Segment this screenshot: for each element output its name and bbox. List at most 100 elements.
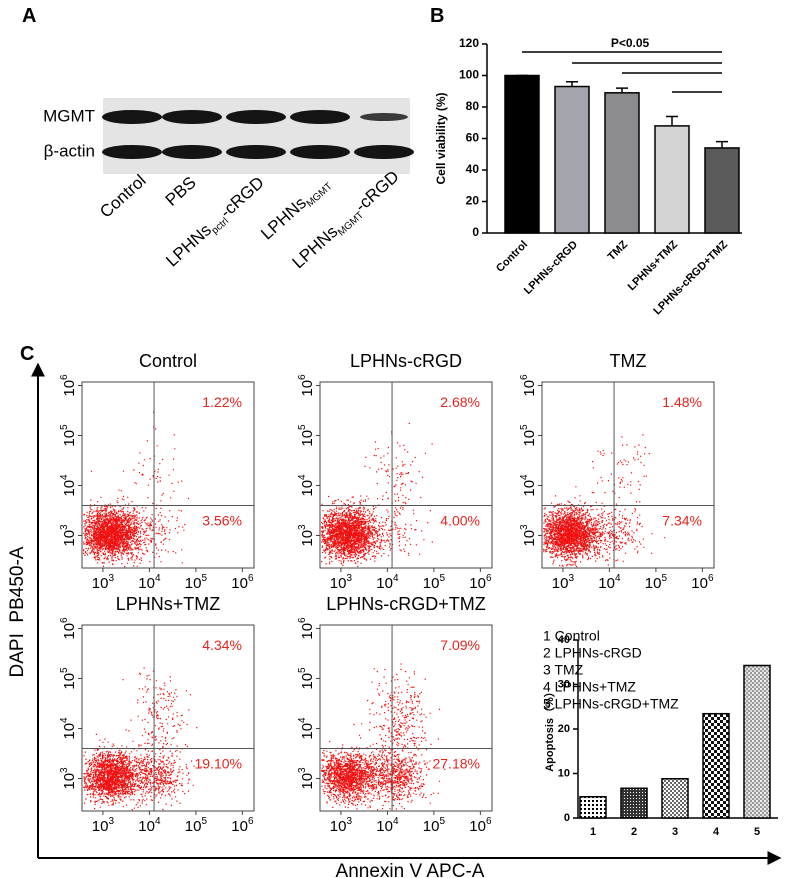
x-tick-label: 2 [631,826,637,838]
tick-base: 10 [299,773,316,790]
plot-frame [81,381,255,569]
x-tick-label: LPHNs-cRGD [522,239,580,297]
x-tick-label: 104 [376,573,399,592]
tick-exponent: 4 [59,474,70,480]
tick-exponent: 4 [59,717,70,723]
tick-exponent: 4 [155,816,161,827]
x-tick-label: 105 [185,573,208,592]
tick-base: 10 [521,530,538,547]
y-tick-label: 103 [297,524,316,547]
x-tick-label: 3 [672,826,678,838]
y-tick-label: 30 [558,678,570,690]
blot-band [290,110,350,124]
x-tick-label: 104 [138,573,161,592]
plot-title: LPHNs-cRGD [350,351,462,371]
flow-x-label: Annexin V APC-A [336,861,485,878]
tick-base: 10 [299,430,316,447]
tick-base: 10 [61,623,78,640]
tick-base: 10 [552,575,569,592]
tick-exponent: 6 [59,374,70,380]
tick-base: 10 [598,575,615,592]
y-tick-label: 20 [558,723,570,735]
tick-exponent: 6 [59,617,70,623]
bar [661,778,689,819]
tick-base: 10 [521,380,538,397]
x-tick-label: 104 [138,816,161,835]
bar [702,712,730,819]
blot-band [162,110,222,124]
x-tick-label: 103 [330,573,353,592]
x-tick-label: 105 [423,816,446,835]
blot-band [162,145,222,159]
blot-band [360,113,408,121]
error-bar [666,115,678,126]
lane-label-suffix: -cRGD [351,167,402,216]
tick-base: 10 [299,673,316,690]
x-tick-label: 105 [645,573,668,592]
tick-base: 10 [299,723,316,740]
tick-exponent: 4 [297,717,308,723]
bar [504,74,540,234]
tick-base: 10 [299,380,316,397]
tick-exponent: 4 [393,573,399,584]
x-tick-label: TMZ [606,238,631,263]
x-tick-label: 106 [469,816,492,835]
tick-exponent: 5 [297,667,308,673]
x-tick-label: LPHNs+TMZ [626,238,681,293]
y-tick-label: 105 [59,667,78,690]
legend-entry: 5 LPHNs-cRGD+TMZ [543,696,679,712]
lane-label-sub: MGMT [305,181,335,210]
quadrant-lower-right: 3.56% [202,513,242,529]
tick-base: 10 [521,430,538,447]
tick-base: 10 [61,380,78,397]
bar [579,795,607,819]
tick-exponent: 4 [519,474,530,480]
tick-exponent: 3 [519,524,530,530]
tick-base: 10 [61,430,78,447]
plot-frame [81,624,255,812]
y-tick-label: 120 [459,36,479,50]
y-tick-label: 100 [459,68,479,82]
y-tick-label: 106 [297,617,316,640]
tick-base: 10 [92,575,109,592]
tick-base: 10 [61,673,78,690]
lane-label-text: LPHNs [289,222,342,272]
tick-exponent: 3 [346,573,352,584]
tick-exponent: 6 [297,374,308,380]
x-tick-label: 106 [469,573,492,592]
error-bar [566,81,578,87]
y-axis-label: Cell viability (%) [434,92,448,184]
y-tick-label: 106 [297,374,316,397]
tick-exponent: 6 [248,573,254,584]
plot-title: LPHNs-cRGD+TMZ [326,594,486,614]
plot-title: TMZ [610,351,647,371]
x-tick-label: 1 [590,826,596,838]
x-tick-label: 105 [423,573,446,592]
y-tick-label: 10 [558,767,570,779]
tick-exponent: 6 [519,374,530,380]
bar [654,125,690,234]
quadrant-lower-right: 4.00% [440,513,480,529]
legend-entry: 4 LPHNs+TMZ [543,679,636,695]
tick-exponent: 5 [661,573,667,584]
plot-frame [319,624,493,812]
x-tick-label: 103 [92,573,115,592]
tick-base: 10 [469,575,486,592]
tick-base: 10 [376,575,393,592]
x-tick-label: 104 [598,573,621,592]
bar [554,85,590,234]
y-tick-label: 105 [297,667,316,690]
y-tick-label: 0 [564,812,570,824]
tick-exponent: 3 [297,767,308,773]
blot-membrane [103,98,410,174]
lane-label: PBS [162,173,200,210]
y-tick-label: 0 [472,225,479,239]
tick-exponent: 3 [59,767,70,773]
tick-base: 10 [61,480,78,497]
y-tick-label: 104 [297,717,316,740]
tick-exponent: 5 [519,424,530,430]
y-tick-label: 104 [59,717,78,740]
y-tick-label: 60 [466,131,480,145]
y-tick-label: 20 [466,194,480,208]
x-tick-label: 106 [231,573,254,592]
